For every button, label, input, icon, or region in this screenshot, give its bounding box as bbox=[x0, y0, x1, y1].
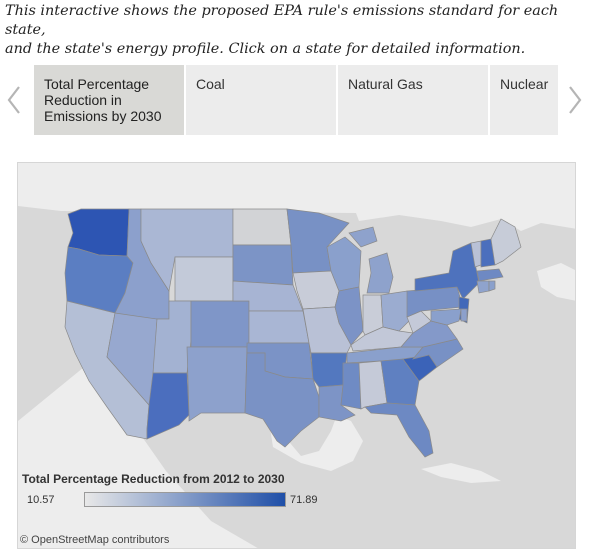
legend-max-value: 71.89 bbox=[290, 494, 318, 506]
intro-line-1: This interactive shows the proposed EPA … bbox=[5, 3, 559, 38]
state-florida[interactable] bbox=[364, 402, 434, 458]
tab-coal[interactable]: Coal bbox=[186, 65, 336, 135]
state-delaware[interactable] bbox=[460, 308, 468, 322]
state-michigan[interactable] bbox=[348, 226, 394, 294]
state-mississippi[interactable] bbox=[340, 362, 362, 410]
carousel-prev-button[interactable] bbox=[2, 78, 26, 122]
state-wyoming[interactable] bbox=[174, 256, 234, 302]
state-arkansas[interactable] bbox=[310, 352, 348, 388]
state-colorado[interactable] bbox=[190, 300, 250, 348]
intro-text: This interactive shows the proposed EPA … bbox=[5, 2, 589, 59]
us-states-map[interactable] bbox=[17, 162, 576, 549]
state-ohio[interactable] bbox=[380, 290, 414, 332]
metric-tabs-carousel: Total Percentage Reduction in Emissions … bbox=[0, 64, 591, 136]
state-georgia[interactable] bbox=[380, 358, 420, 406]
state-maine[interactable] bbox=[490, 218, 522, 266]
state-south-dakota[interactable] bbox=[232, 244, 294, 286]
tab-nuclear[interactable]: Nuclear bbox=[490, 65, 558, 135]
map-canvas bbox=[18, 163, 575, 548]
state-massachusetts[interactable] bbox=[476, 268, 504, 282]
state-maryland[interactable] bbox=[430, 308, 462, 326]
chevron-left-icon bbox=[7, 86, 20, 114]
state-rhode-island[interactable] bbox=[488, 280, 496, 292]
land-canada bbox=[18, 163, 575, 231]
intro-line-2: and the state's energy profile. Click on… bbox=[5, 41, 526, 57]
land-nova-scotia bbox=[537, 263, 575, 301]
map-attribution[interactable]: © OpenStreetMap contributors bbox=[20, 534, 170, 546]
state-arizona[interactable] bbox=[146, 372, 190, 440]
state-kentucky[interactable] bbox=[350, 326, 414, 352]
state-kansas[interactable] bbox=[248, 310, 310, 344]
legend-min-value: 10.57 bbox=[27, 494, 55, 506]
legend-title: Total Percentage Reduction from 2012 to … bbox=[22, 472, 285, 486]
tab-total-reduction[interactable]: Total Percentage Reduction in Emissions … bbox=[34, 65, 184, 135]
chevron-right-icon bbox=[569, 86, 582, 114]
land-cuba bbox=[421, 463, 501, 483]
tab-natural-gas[interactable]: Natural Gas bbox=[338, 65, 488, 135]
state-new-mexico[interactable] bbox=[186, 346, 248, 422]
state-connecticut[interactable] bbox=[476, 280, 490, 294]
legend-color-ramp bbox=[84, 492, 286, 507]
state-north-dakota[interactable] bbox=[232, 208, 292, 246]
carousel-next-button[interactable] bbox=[563, 78, 587, 122]
